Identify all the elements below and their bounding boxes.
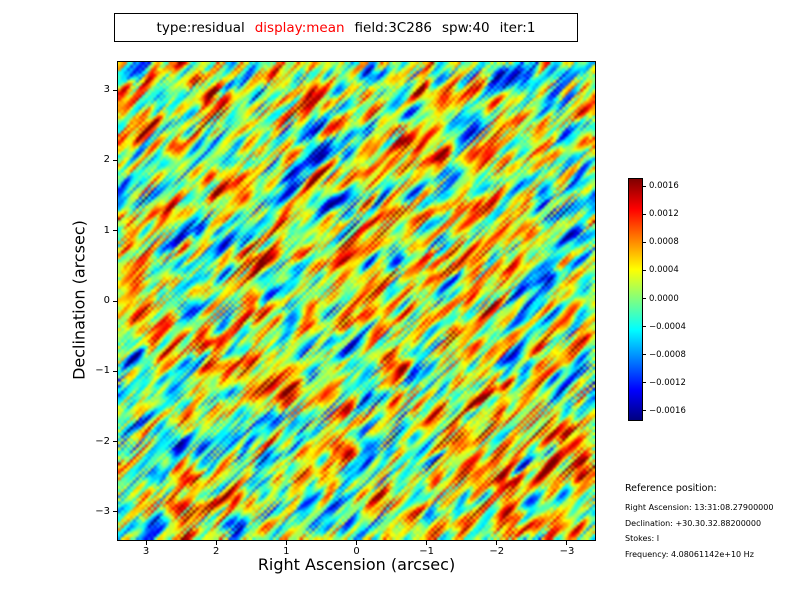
x-tick-label: −2 (489, 546, 505, 557)
x-tick-label: −1 (419, 546, 435, 557)
x-tick-mark (426, 541, 428, 545)
plot-title-box: type:residual display:mean field:3C286 s… (114, 13, 578, 42)
reference-position-block: Reference position: Right Ascension: 13:… (625, 483, 773, 565)
y-tick-mark (113, 230, 117, 232)
y-tick-label: −1 (95, 365, 110, 377)
colorbar-tick-mark (643, 326, 646, 328)
colorbar-tick-mark (643, 354, 646, 356)
x-tick-mark (215, 541, 217, 545)
colorbar-tick-label: 0.0000 (649, 293, 679, 304)
colorbar-tick-mark (643, 298, 646, 299)
title-token-display: display:mean (254, 19, 345, 36)
y-tick-mark (113, 159, 117, 161)
reference-line-freq: Frequency: 4.08061142e+10 Hz (625, 549, 754, 559)
x-tick-label: 1 (283, 546, 290, 557)
x-tick-label: −3 (559, 546, 575, 557)
reference-line-dec: Declination: +30.30.32.88200000 (625, 518, 762, 528)
x-axis-label: Right Ascension (arcsec) (257, 555, 456, 574)
y-tick-label: −3 (95, 505, 110, 517)
reference-line-stokes: Stokes: I (625, 534, 660, 543)
title-token-spw: spw:40 (442, 19, 490, 36)
colorbar-tick-label: −0.0016 (649, 405, 686, 416)
colorbar-tick-label: −0.0012 (649, 377, 686, 388)
reference-line-ra: Right Ascension: 13:31:08.27900000 (625, 503, 774, 512)
colorbar-tick-mark (643, 382, 646, 384)
colorbar-gradient (628, 178, 643, 421)
colorbar-tick-mark (643, 185, 646, 187)
colorbar-tick-mark (643, 241, 646, 243)
y-tick-label: 2 (103, 154, 110, 166)
title-token-iter: iter:1 (499, 19, 536, 36)
residual-image-canvas (118, 62, 595, 540)
colorbar-tick-label: 0.0012 (649, 209, 679, 220)
reference-heading: Reference position: (625, 483, 717, 494)
x-tick-label: 0 (353, 546, 360, 557)
y-tick-label: −2 (95, 435, 110, 447)
y-tick-mark (113, 441, 117, 443)
x-tick-label: 2 (213, 546, 220, 557)
x-tick-mark (285, 541, 287, 545)
x-tick-mark (566, 541, 568, 545)
x-tick-mark (356, 541, 357, 545)
x-tick-mark (145, 541, 147, 545)
colorbar-tick-label: 0.0008 (649, 237, 679, 248)
colorbar-tick-label: −0.0004 (649, 321, 686, 332)
y-tick-mark (113, 300, 117, 302)
title-token-type: type:residual (156, 19, 245, 36)
x-tick-label: 3 (142, 546, 150, 557)
plot-frame (117, 61, 596, 541)
x-tick-mark (496, 541, 498, 545)
colorbar-tick-label: 0.0016 (649, 181, 679, 192)
y-tick-mark (113, 89, 117, 91)
colorbar-tick-mark (643, 410, 646, 412)
y-tick-mark (113, 511, 117, 513)
y-tick-label: 1 (103, 224, 110, 236)
colorbar-tick-label: 0.0004 (649, 265, 679, 276)
colorbar-tick-mark (643, 213, 646, 215)
colorbar-tick-mark (643, 269, 646, 271)
y-axis-label: Declination (arcsec) (69, 220, 89, 380)
colorbar-tick-label: −0.0008 (649, 349, 686, 360)
y-tick-label: 0 (103, 295, 110, 306)
title-token-field: field:3C286 (354, 19, 432, 36)
y-tick-label: 3 (103, 84, 110, 96)
y-tick-mark (113, 370, 117, 372)
